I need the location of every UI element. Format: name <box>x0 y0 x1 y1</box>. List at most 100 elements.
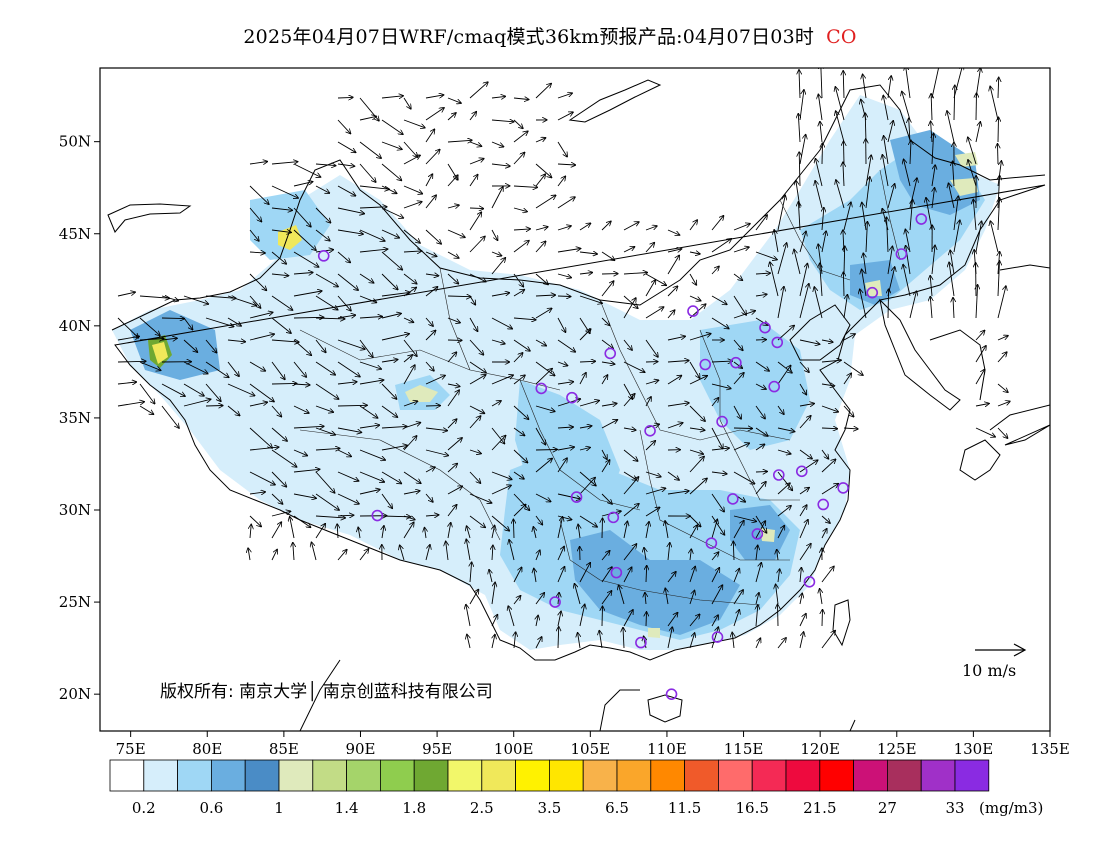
wind-arrow <box>469 208 483 209</box>
wind-arrow <box>337 550 347 561</box>
legend-label: 2.5 <box>470 799 494 817</box>
wind-arrow <box>623 449 638 461</box>
wind-arrow <box>381 185 397 193</box>
wind-arrow <box>139 383 155 404</box>
wind-arrow <box>667 613 678 627</box>
wind-arrow <box>689 614 700 627</box>
wind-arrow <box>645 380 658 385</box>
lon-tick-label: 110E <box>647 740 687 758</box>
wind-arrow <box>931 68 940 99</box>
wind-arrow <box>447 140 472 142</box>
wind-arrow <box>667 491 689 495</box>
wind-arrow <box>139 339 164 341</box>
wind-arrow <box>535 227 548 230</box>
wind-arrow <box>557 427 573 428</box>
wind-arrow <box>860 289 867 319</box>
lon-tick-label: 135E <box>1030 740 1070 758</box>
wind-arrow <box>293 493 316 498</box>
wind-arrow <box>821 384 834 386</box>
wind-arrow <box>689 449 703 454</box>
wind-arrow <box>403 317 413 322</box>
wind-arrow <box>623 504 639 517</box>
wind-arrow <box>689 633 695 649</box>
wind-arrow <box>623 247 635 253</box>
wind-arrow <box>843 71 844 99</box>
wind-arrow <box>844 142 845 165</box>
wind-arrow <box>733 373 744 385</box>
hainan-island <box>647 694 683 723</box>
legend-label: 0.2 <box>132 799 156 817</box>
wind-arrow <box>777 361 792 373</box>
wind-arrow <box>469 515 485 527</box>
legend-swatch <box>650 759 685 792</box>
wind-arrow <box>161 405 179 428</box>
wind-arrow <box>557 112 573 121</box>
wind-arrow <box>447 296 471 297</box>
wind-arrow <box>579 471 596 486</box>
wind-arrow <box>381 229 399 238</box>
wind-arrow <box>732 633 734 649</box>
wind-arrow <box>601 375 608 385</box>
wind-arrow <box>755 251 777 260</box>
wind-scale-label: 10 m/s <box>962 661 1016 680</box>
wind-arrow <box>799 505 807 517</box>
wind-arrow <box>293 515 311 527</box>
wind-arrow <box>821 68 822 99</box>
wind-arrow <box>689 479 707 495</box>
wind-arrow <box>271 405 281 417</box>
city-marker <box>687 305 699 317</box>
wind-arrow <box>667 361 689 363</box>
wind-arrow <box>843 361 863 375</box>
wind-arrow <box>843 162 844 187</box>
wind-arrow <box>711 239 731 253</box>
wind-arrow <box>667 310 675 319</box>
wind-arrow <box>557 273 571 278</box>
wind-arrow <box>733 311 755 319</box>
wind-arrow <box>623 628 624 649</box>
wind-arrow <box>293 469 320 472</box>
wind-arrow <box>271 383 296 384</box>
wind-arrow <box>381 141 402 149</box>
city-marker <box>727 493 739 505</box>
wind-arrow <box>799 416 811 429</box>
wind-arrow <box>646 566 647 583</box>
wind-arrow <box>271 340 299 342</box>
wind-arrow <box>293 229 316 250</box>
wind-arrow <box>469 273 486 282</box>
map-area <box>100 68 1050 731</box>
wind-arrow <box>910 141 911 165</box>
lat-tick-label: 25N <box>59 593 91 611</box>
wind-arrow <box>755 472 767 473</box>
wind-arrow <box>403 202 422 209</box>
wind-arrow <box>315 524 325 539</box>
wind-arrow <box>381 471 401 483</box>
wind-arrow <box>161 338 177 340</box>
wind-arrow <box>770 262 779 297</box>
wind-arrow <box>447 464 457 473</box>
wind-arrow <box>733 273 742 280</box>
wind-arrow <box>271 522 281 539</box>
wind-arrow <box>711 398 718 407</box>
wind-arrow <box>161 318 184 319</box>
wind-arrow <box>601 251 615 260</box>
wind-arrow <box>953 298 954 319</box>
wind-arrow <box>315 229 330 241</box>
wind-arrow <box>711 216 724 231</box>
wind-arrow <box>403 339 417 356</box>
wind-arrow <box>425 274 438 276</box>
wind-arrow <box>469 405 484 413</box>
wind-arrow <box>689 405 705 421</box>
russia-coast <box>929 264 1050 401</box>
wind-arrow <box>183 399 211 407</box>
wind-arrow <box>733 224 750 231</box>
wind-arrow <box>469 361 486 373</box>
wind-arrow <box>425 150 440 165</box>
japan-honshu <box>989 404 1050 446</box>
wind-arrow <box>601 551 610 561</box>
legend-swatch <box>447 759 483 792</box>
wind-arrow <box>888 289 889 319</box>
wind-arrow <box>381 314 401 319</box>
wind-arrow <box>315 273 338 287</box>
species-label: CO <box>826 26 857 48</box>
latitude-axis: 50N 45N 40N 35N 30N 25N 20N <box>59 133 100 703</box>
